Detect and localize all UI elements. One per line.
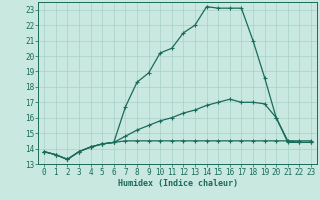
X-axis label: Humidex (Indice chaleur): Humidex (Indice chaleur) [118,179,238,188]
